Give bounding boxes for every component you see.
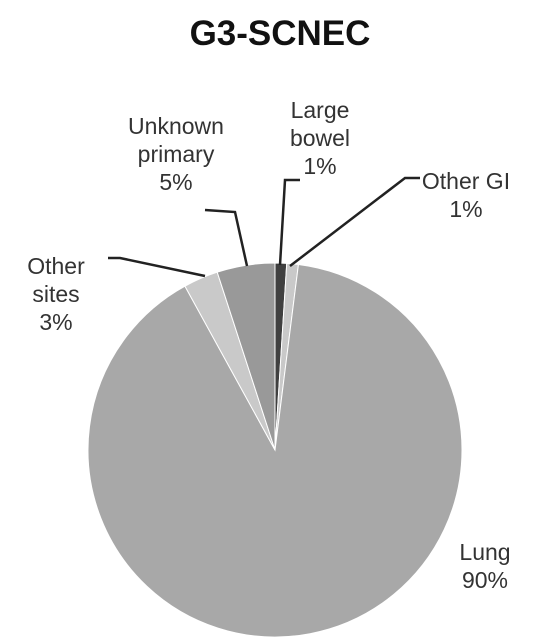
- category-label: Lung: [459, 539, 511, 565]
- slice-label: Unknown primary 5%: [128, 112, 224, 196]
- slice-label: Lung 90%: [459, 538, 510, 594]
- value-label: 1%: [449, 196, 483, 222]
- slice-label: Other GI 1%: [422, 167, 510, 223]
- category-label: Other sites: [27, 253, 85, 307]
- leader-line: [289, 176, 420, 267]
- leader-line: [108, 256, 206, 278]
- leader-line: [278, 178, 300, 266]
- chart-title: G3-SCNEC: [189, 14, 371, 53]
- value-label: 1%: [303, 153, 337, 179]
- category-label: Other GI: [421, 168, 511, 194]
- leader-line: [204, 208, 249, 267]
- category-label: Large bowel: [289, 97, 351, 151]
- pie-slice: [87, 263, 463, 638]
- category-label: Unknown primary: [128, 113, 224, 167]
- value-label: 5%: [159, 169, 193, 195]
- slice-label: Large bowel 1%: [290, 96, 350, 180]
- value-label: 90%: [461, 567, 509, 593]
- slice-label: Other sites 3%: [27, 252, 85, 336]
- value-label: 3%: [39, 309, 73, 335]
